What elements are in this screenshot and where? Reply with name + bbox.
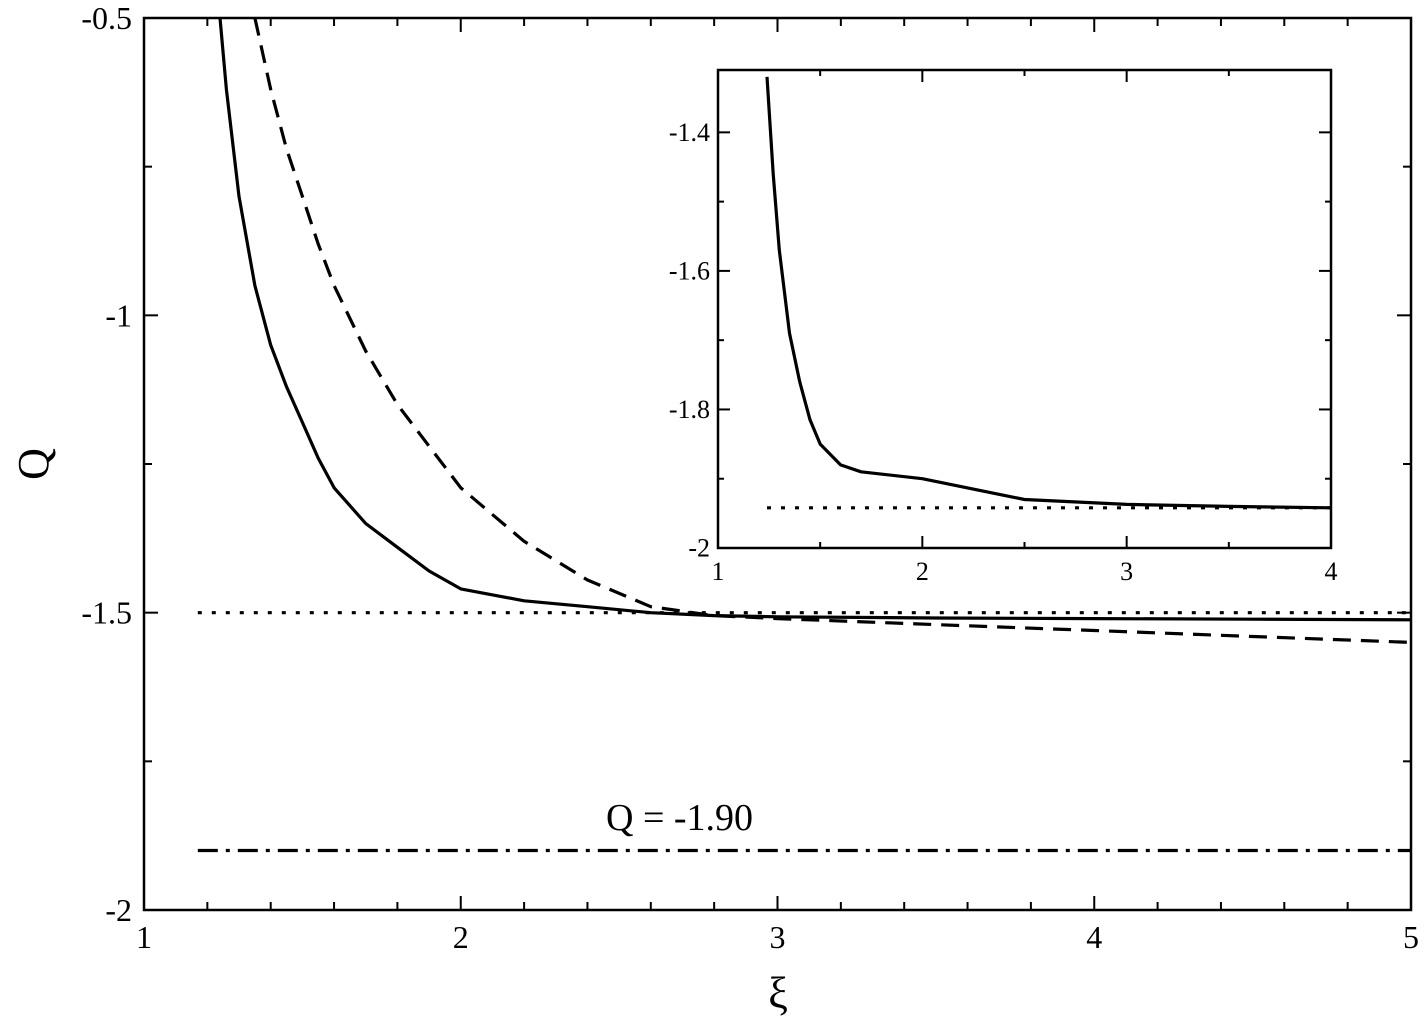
inset-y-tick-label: -2: [688, 534, 710, 563]
inset-ticks: [717, 70, 1332, 549]
main-x-tick-label: 2: [453, 919, 469, 955]
main-chart: 1 2 3 4 5 -2 -1.5 -1 -0.5 Q = -1.90 ξ Q: [9, 0, 1419, 1018]
main-y-tick-label: -0.5: [81, 0, 132, 36]
inset-chart: 1 2 3 4 -2 -1.8 -1.6 -1.4: [669, 68, 1338, 586]
main-x-tick-label: 5: [1403, 919, 1419, 955]
inset-series: [765, 76, 1331, 510]
main-x-tick-label: 1: [136, 919, 152, 955]
main-y-tick-label: -1: [105, 297, 132, 333]
inset-background: [718, 70, 1331, 548]
main-series: [197, 18, 1411, 853]
main-y-tick-label: -1.5: [81, 595, 132, 631]
main-y-tick-label: -2: [105, 892, 132, 928]
main-x-tick-label: 3: [770, 919, 786, 955]
x-axis-label: ξ: [768, 969, 788, 1018]
annotation-q-value: Q = -1.90: [606, 797, 753, 839]
inset-series-solid-line: [765, 76, 1331, 510]
inset-y-tick-label: -1.6: [669, 256, 710, 285]
main-tick-labels: 1 2 3 4 5 -2 -1.5 -1 -0.5: [81, 0, 1419, 955]
inset-y-tick-label: -1.4: [669, 118, 710, 147]
inset-x-tick-label: 1: [712, 557, 725, 586]
inset-x-tick-label: 2: [916, 557, 929, 586]
inset-tick-labels: 1 2 3 4 -2 -1.8 -1.6 -1.4: [669, 118, 1338, 586]
y-axis-label: Q: [9, 448, 58, 480]
inset-y-tick-label: -1.8: [669, 395, 710, 424]
inset-x-tick-label: 3: [1120, 557, 1133, 586]
inset-x-tick-label: 4: [1325, 557, 1338, 586]
main-x-tick-label: 4: [1086, 919, 1102, 955]
main-series-solid-line: [218, 18, 1411, 622]
main-ticks: [143, 17, 1412, 911]
main-series-dashed-line: [253, 18, 1411, 644]
